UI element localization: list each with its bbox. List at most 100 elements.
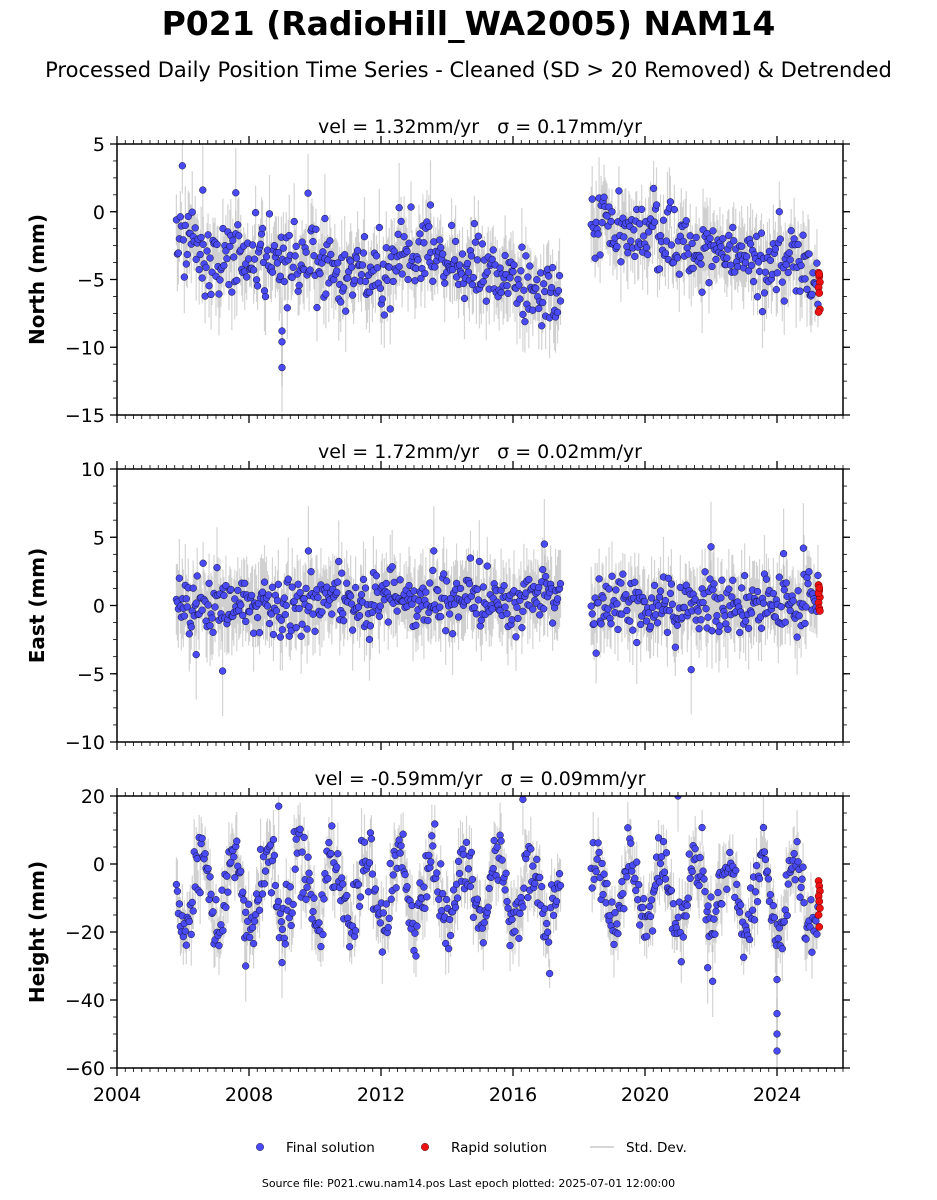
final-point [357,591,366,599]
rapid-point [816,607,824,615]
final-point [187,930,195,939]
final-point [242,962,250,970]
final-point [673,621,681,629]
y-tick-label: 0 [93,202,105,224]
final-point [664,574,673,582]
final-point [317,942,325,951]
final-point [696,853,704,862]
final-point [470,603,479,612]
final-point [326,237,334,245]
final-point [175,900,184,908]
final-point [328,610,336,618]
final-point [763,867,772,875]
final-point [253,282,262,290]
final-point [761,855,770,864]
final-point [237,601,245,609]
final-point [297,632,305,640]
final-point [458,250,467,258]
final-point [358,261,367,269]
final-point [471,238,480,246]
final-point [250,917,259,925]
final-point [753,293,762,301]
rapid-point [815,897,824,906]
final-point [359,575,368,584]
final-point [309,907,317,916]
final-point [509,268,517,276]
final-point [656,859,665,868]
final-point [698,288,706,296]
final-point [708,627,716,635]
final-point [483,268,491,276]
final-point [439,250,447,258]
final-point [262,253,271,261]
final-point [199,186,207,194]
final-point [278,925,286,933]
final-point [697,616,705,624]
final-point [340,284,348,292]
final-point [251,209,260,217]
final-point [802,935,810,943]
final-point [340,617,348,625]
final-point [232,189,240,197]
final-point [705,279,713,287]
final-point [761,268,770,276]
final-point [588,610,596,618]
final-point [295,604,303,613]
final-point [203,247,211,255]
final-point [441,279,449,287]
final-point [679,933,687,941]
final-point [321,214,329,223]
final-point [234,586,242,595]
final-point [412,621,420,629]
final-point [233,837,241,845]
final-point [655,878,664,886]
final-point [231,595,239,603]
final-point [201,850,209,858]
final-point [455,261,464,269]
final-point [324,256,332,264]
final-point [474,232,483,240]
final-point [784,880,792,888]
final-point [306,877,314,885]
final-point [532,284,540,292]
final-point [361,584,370,592]
final-point [711,930,719,938]
final-point [480,918,488,927]
final-point [413,922,421,930]
final-point [659,837,668,846]
final-point [372,252,381,260]
final-point [272,607,281,615]
final-point [518,624,526,632]
final-point [760,848,769,856]
final-point [463,259,472,268]
final-point [674,913,682,921]
final-point [379,909,387,917]
final-point [281,610,289,619]
final-point [697,260,705,268]
final-point [246,933,254,942]
final-point [396,576,404,584]
height-std-dev-bars [175,796,819,1068]
final-point [467,848,476,857]
final-point [671,643,680,651]
final-point [614,929,622,938]
final-point [506,941,514,950]
final-point [629,626,637,634]
final-point [740,953,748,961]
final-point [274,897,283,906]
final-point [192,255,200,264]
final-point [273,596,282,605]
final-point [552,897,561,905]
final-point [271,881,280,890]
final-point [514,614,522,623]
final-point [282,601,290,610]
final-point [278,363,286,372]
final-point [420,239,428,247]
final-point [508,616,516,624]
final-point [296,589,304,597]
final-point [794,587,802,595]
final-point [734,263,742,271]
final-point [189,584,197,592]
final-point [789,597,797,605]
final-point [597,620,605,628]
